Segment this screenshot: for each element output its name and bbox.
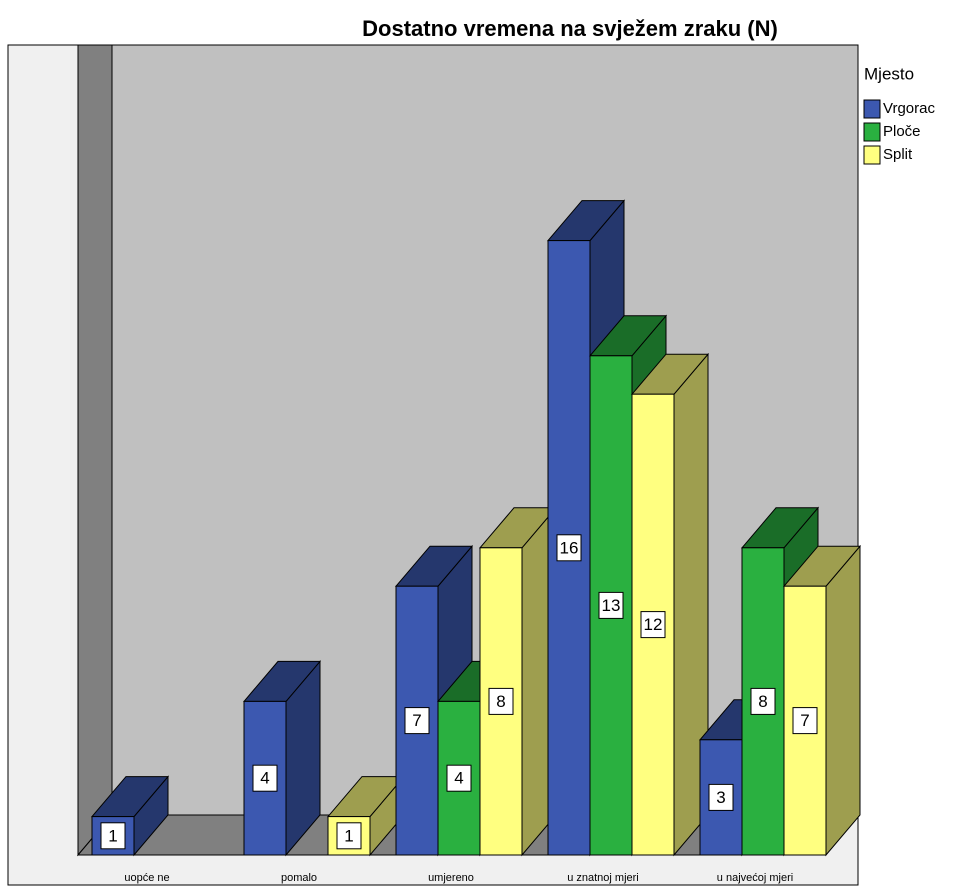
value-label: 16 [560,538,579,557]
value-label-box [708,783,734,811]
left-wall [77,44,113,857]
value-label-box [792,707,818,735]
value-label: 1 [108,826,117,845]
value-label: 7 [412,711,421,730]
value-label: 8 [758,692,767,711]
value-label: 4 [260,769,269,788]
value-label: 3 [716,788,725,807]
value-label-box [556,534,582,562]
value-label: 4 [454,769,463,788]
value-label: 7 [800,711,809,730]
value-label-box [640,611,666,639]
legend-swatch [863,99,881,119]
legend-label: Vrgorac [883,100,935,117]
value-label: 8 [496,692,505,711]
x-tick-label: u najvećoj mjeri [717,872,793,884]
value-label-box [336,822,362,850]
x-tick-label: u znatnoj mjeri [567,872,639,884]
bar [783,585,827,856]
value-label: 12 [644,615,663,634]
legend-label: Ploče [883,123,921,140]
legend-swatch [863,145,881,165]
value-label: 1 [344,826,353,845]
x-tick-label: umjereno [428,872,474,884]
value-label-box [100,822,126,850]
legend-swatch [863,122,881,142]
x-tick-label: uopće ne [124,872,169,884]
legend-label: Split [883,146,913,163]
value-label-box [750,687,776,715]
value-label-box [488,687,514,715]
value-label: 13 [602,596,621,615]
x-tick-label: pomalo [281,872,317,884]
value-label-box [446,764,472,792]
legend-title: Mjesto [864,64,914,83]
chart-title: Dostatno vremena na svježem zraku (N) [362,16,778,41]
value-label-box [252,764,278,792]
bar-side [825,544,861,857]
value-label-box [404,707,430,735]
value-label-box [598,591,624,619]
